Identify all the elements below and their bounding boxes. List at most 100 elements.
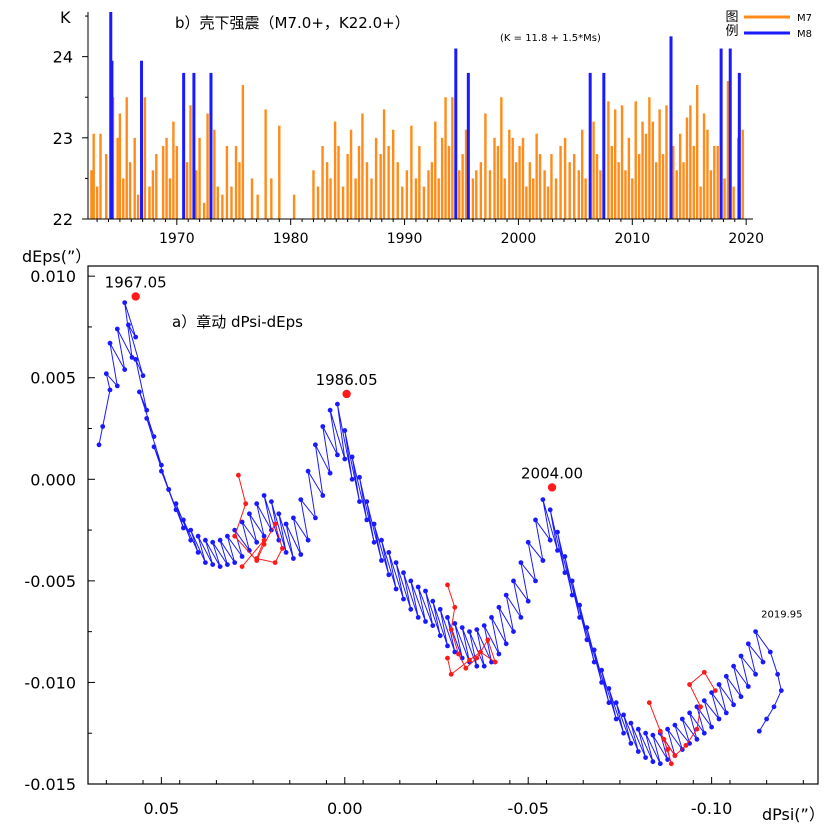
trajectory-point bbox=[430, 623, 436, 628]
trajectory-point bbox=[269, 499, 274, 504]
bar-m7 bbox=[396, 162, 399, 219]
nutation-plot: dEps(”） dPsi(”） a）章动 dPsi-dEps 0.05 0.00 -… bbox=[22, 247, 825, 824]
trajectory-point bbox=[591, 647, 597, 653]
bar-m7 bbox=[726, 81, 730, 219]
bar-m8 bbox=[669, 36, 673, 219]
trajectory-point bbox=[357, 474, 362, 480]
highlight-point bbox=[672, 753, 678, 758]
bar-m7 bbox=[225, 145, 229, 219]
bar-m7 bbox=[185, 162, 189, 219]
bar-m7 bbox=[116, 137, 119, 219]
trajectory-point bbox=[643, 730, 648, 736]
trajectory-point bbox=[709, 690, 714, 695]
bar-chart-title: b）壳下强震（M7.0+，K22.0+） bbox=[175, 14, 410, 32]
trajectory-point bbox=[401, 596, 406, 602]
legend-label-m7: M7 bbox=[797, 13, 812, 24]
bar-m7 bbox=[732, 186, 735, 219]
trajectory-point bbox=[687, 710, 692, 716]
trajectory-point bbox=[599, 680, 604, 685]
peak-label: 1986.05 bbox=[316, 371, 378, 389]
bar-m7 bbox=[202, 202, 206, 219]
bar-m7 bbox=[437, 178, 440, 219]
trajectory-point bbox=[247, 511, 252, 517]
y-tick-label: 0.010 bbox=[30, 267, 76, 286]
bar-m7 bbox=[172, 121, 175, 219]
bar-m7 bbox=[518, 145, 521, 219]
plot-frame bbox=[87, 265, 819, 785]
trajectory-point bbox=[125, 322, 131, 328]
trajectory-point bbox=[756, 728, 762, 734]
bar-chart-legend: 图例 M7 M8 bbox=[725, 10, 812, 40]
trajectory-point bbox=[181, 517, 186, 523]
bar-m7 bbox=[357, 145, 361, 219]
bar-m7 bbox=[451, 97, 454, 219]
bar-m8 bbox=[466, 72, 470, 219]
highlight-point bbox=[261, 537, 267, 543]
bar-m7 bbox=[238, 162, 241, 219]
trajectory-point bbox=[778, 688, 784, 693]
bar-m7 bbox=[637, 154, 641, 219]
bar-m7 bbox=[161, 145, 165, 219]
highlight-point bbox=[478, 649, 483, 655]
bar-m7 bbox=[607, 101, 610, 219]
trajectory-point bbox=[364, 517, 370, 523]
trajectory-point bbox=[371, 521, 377, 527]
trajectory-point bbox=[159, 462, 164, 468]
trajectory-point bbox=[261, 493, 267, 498]
peak-label: 2004.00 bbox=[521, 464, 583, 482]
trajectory-point bbox=[151, 434, 157, 439]
trajectory-point bbox=[753, 671, 758, 677]
bar-m7 bbox=[614, 109, 617, 219]
bar-m7 bbox=[213, 129, 216, 219]
bar-m7 bbox=[430, 162, 434, 219]
bar-m7 bbox=[321, 145, 324, 219]
bar-m7 bbox=[325, 162, 329, 219]
bar-m8 bbox=[728, 48, 732, 219]
bar-m7 bbox=[532, 178, 535, 219]
x-tick-label: 0.00 bbox=[327, 799, 363, 818]
bar-m7 bbox=[713, 145, 716, 219]
trajectory-point bbox=[327, 470, 333, 476]
bar-m7 bbox=[216, 186, 220, 219]
highlight-point bbox=[657, 728, 663, 734]
bar-m7 bbox=[503, 178, 506, 219]
trajectory-point bbox=[349, 476, 355, 482]
bar-m7 bbox=[543, 170, 546, 219]
trajectory-point bbox=[775, 671, 780, 677]
bar-m7 bbox=[221, 194, 224, 219]
bar-m7 bbox=[559, 145, 562, 219]
bar-m7 bbox=[333, 121, 337, 219]
x-tick-label: 2000 bbox=[501, 231, 537, 247]
bar-m7 bbox=[427, 170, 430, 219]
nutation-plot-annotations: 1967.05 1986.05 2004.00 2019.95 bbox=[105, 273, 803, 620]
bar-m7 bbox=[444, 97, 447, 219]
trajectory-point bbox=[672, 722, 678, 728]
trajectory-point bbox=[584, 637, 590, 643]
x-tick-label: 0.05 bbox=[144, 799, 180, 818]
highlight-point bbox=[467, 657, 472, 663]
trajectory-point bbox=[313, 515, 318, 521]
highlight-point bbox=[445, 582, 450, 588]
bar-m8 bbox=[209, 72, 213, 219]
trajectory-point bbox=[716, 682, 722, 687]
trajectory-point bbox=[599, 667, 604, 673]
bar-m8 bbox=[110, 60, 114, 220]
bar-m7 bbox=[405, 170, 409, 219]
trajectory-point bbox=[474, 663, 480, 669]
trajectory-point bbox=[159, 468, 164, 474]
trajectory-point bbox=[628, 741, 634, 746]
bar-m7 bbox=[168, 178, 172, 219]
trajectory-point bbox=[525, 539, 531, 545]
bar-m7 bbox=[418, 145, 421, 219]
trajectory-point bbox=[122, 367, 128, 372]
highlight-point bbox=[445, 655, 450, 661]
trajectory-point bbox=[423, 588, 428, 594]
bar-m7 bbox=[155, 154, 158, 219]
trajectory-point bbox=[731, 702, 736, 708]
highlight-point bbox=[239, 564, 245, 569]
highlight-point bbox=[492, 659, 498, 665]
bar-m7 bbox=[374, 137, 378, 219]
trajectory-point bbox=[217, 564, 223, 569]
trajectory-point bbox=[335, 452, 340, 458]
